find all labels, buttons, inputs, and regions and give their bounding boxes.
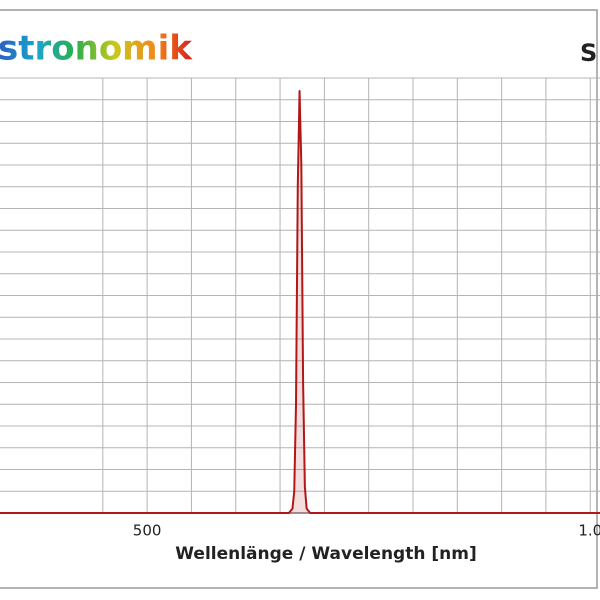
logo: stronomik	[0, 29, 193, 69]
x-tick-label: 500	[133, 522, 162, 540]
x-axis-label: Wellenlänge / Wavelength [nm]	[175, 544, 476, 564]
curve	[0, 90, 600, 514]
plot-area: 500 1.0	[0, 77, 600, 540]
curve-fill	[0, 91, 600, 514]
x-tick-label: 1.0	[578, 522, 600, 540]
chart-title: S	[580, 39, 597, 67]
